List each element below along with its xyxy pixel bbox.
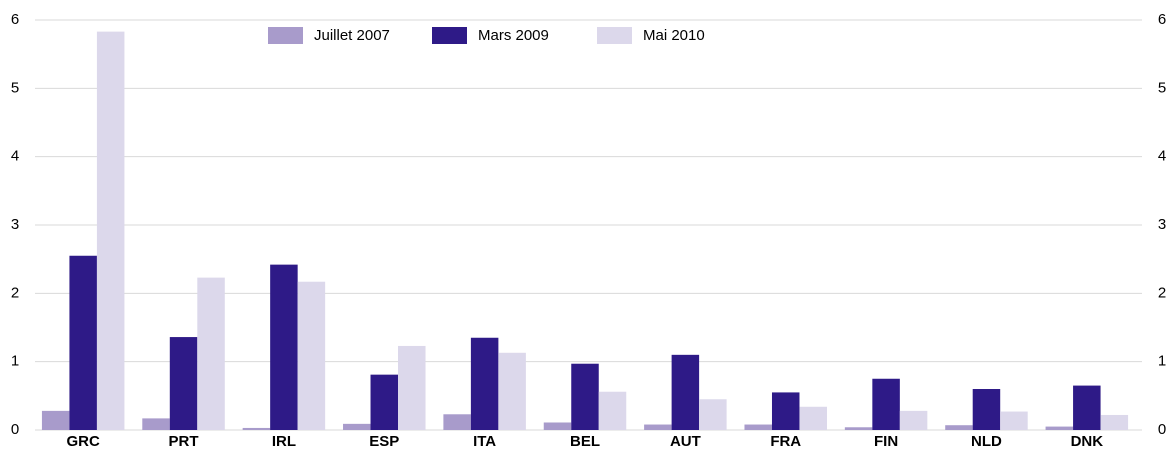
bar [1100, 414, 1129, 430]
x-tick-label: BEL [570, 433, 600, 450]
x-tick-label: GRC [67, 433, 101, 450]
y2-tick-label: 5 [1158, 79, 1166, 96]
y-tick-label: 3 [11, 216, 19, 233]
bar [744, 424, 772, 430]
bar [644, 424, 672, 430]
bar [470, 337, 499, 430]
bar [498, 352, 526, 430]
y2-tick-label: 2 [1158, 284, 1166, 301]
y2-tick-label: 1 [1158, 353, 1166, 370]
y-tick-label: 1 [11, 353, 19, 370]
bar [69, 255, 97, 430]
y-tick-label: 6 [11, 11, 19, 28]
bar [1045, 426, 1074, 430]
y2-tick-label: 0 [1158, 421, 1166, 438]
y-tick-label: 5 [11, 79, 19, 96]
bar [899, 410, 928, 430]
x-tick-label: IRL [272, 433, 296, 450]
bar [598, 391, 627, 430]
legend-swatch [268, 27, 303, 44]
bar [398, 345, 426, 430]
legend-label: Mars 2009 [478, 27, 549, 44]
bar [945, 425, 973, 430]
bar [872, 378, 900, 430]
bar [41, 410, 70, 430]
y2-tick-label: 6 [1158, 11, 1166, 28]
bar [443, 414, 471, 430]
bar [1000, 411, 1028, 430]
x-tick-label: DNK [1071, 433, 1104, 450]
bar [671, 354, 700, 430]
y2-tick-label: 3 [1158, 216, 1166, 233]
legend-label: Mai 2010 [643, 27, 705, 44]
bar [169, 337, 198, 430]
bar [799, 406, 827, 430]
bar [242, 427, 271, 430]
x-tick-label: FRA [770, 433, 801, 450]
bar [370, 374, 399, 430]
y-tick-label: 4 [11, 148, 19, 165]
bar [96, 31, 125, 430]
bar [543, 422, 572, 430]
bar [972, 389, 1001, 430]
bar [571, 363, 599, 430]
bar [699, 399, 727, 430]
bar [1073, 385, 1101, 430]
y-tick-label: 0 [11, 421, 19, 438]
legend-swatch [432, 27, 467, 44]
y2-tick-label: 4 [1158, 148, 1166, 165]
bar [197, 277, 225, 430]
bar [297, 281, 326, 430]
x-tick-label: ITA [473, 433, 496, 450]
bar [343, 423, 371, 430]
legend-swatch [597, 27, 632, 44]
bar [844, 427, 873, 430]
x-tick-label: NLD [971, 433, 1002, 450]
bar [142, 418, 170, 430]
y-tick-label: 2 [11, 284, 19, 301]
x-tick-label: ESP [369, 433, 399, 450]
x-tick-label: PRT [169, 433, 199, 450]
x-tick-label: AUT [670, 433, 701, 450]
legend-label: Juillet 2007 [314, 27, 390, 44]
x-tick-label: FIN [874, 433, 898, 450]
bar [270, 264, 298, 430]
bar [771, 392, 800, 430]
